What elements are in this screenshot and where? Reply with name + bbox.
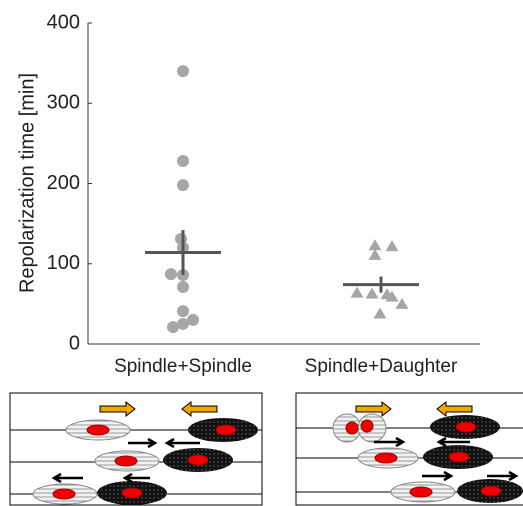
point <box>165 268 177 281</box>
point <box>177 155 189 168</box>
y-tick-label: 100 <box>47 252 80 274</box>
point <box>385 290 399 302</box>
point <box>177 179 189 192</box>
x-tick-label: Spindle+Spindle <box>114 356 252 377</box>
y-tick-label: 200 <box>47 172 80 194</box>
x-tick-label: Spindle+Daughter <box>305 356 458 377</box>
y-tick-label: 400 <box>47 11 80 33</box>
point <box>177 281 189 294</box>
point <box>177 305 189 318</box>
diagram-right <box>295 392 523 506</box>
diagram-left <box>9 392 263 506</box>
y-axis-label: Repolarization time [min] <box>16 73 38 293</box>
point <box>177 317 189 330</box>
point <box>177 65 189 78</box>
point <box>385 240 399 252</box>
point <box>350 286 364 298</box>
point <box>373 307 387 319</box>
plot-area: 0 100 200 300 400 Spindle+Spindle Spindle+Daug… <box>47 11 480 377</box>
point <box>187 313 199 326</box>
point <box>365 287 379 299</box>
point <box>167 321 179 334</box>
point <box>368 239 382 251</box>
y-tick-label: 0 <box>69 332 80 354</box>
point <box>368 248 382 260</box>
point <box>395 297 409 309</box>
y-tick-label: 300 <box>47 92 80 114</box>
